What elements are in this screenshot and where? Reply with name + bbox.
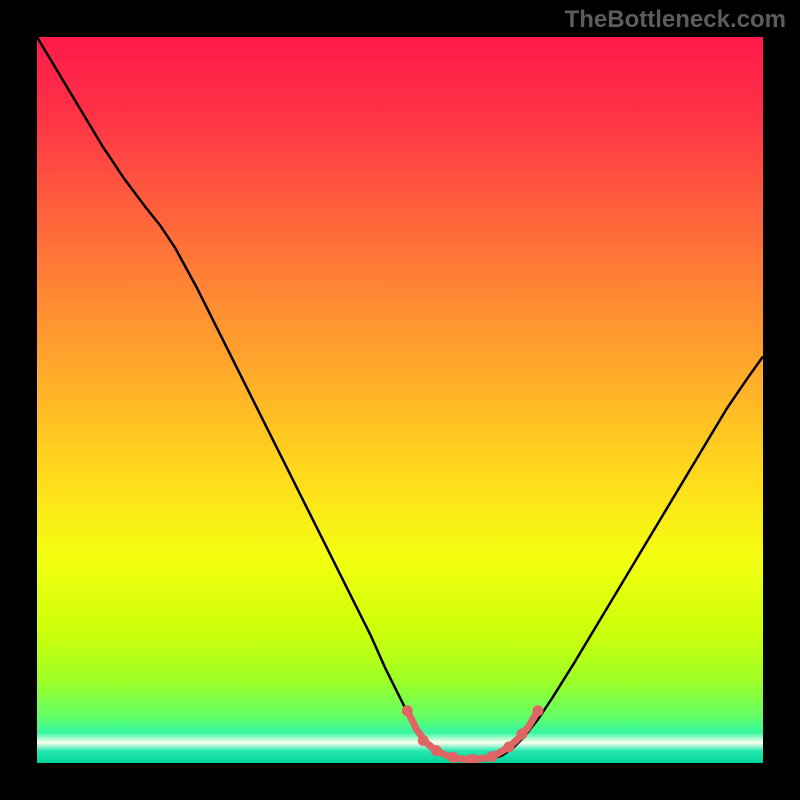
bottleneck-curve bbox=[37, 37, 763, 762]
plot-area bbox=[37, 37, 763, 763]
marker-dot bbox=[431, 745, 442, 756]
marker-dot bbox=[418, 735, 429, 746]
marker-dot bbox=[532, 705, 543, 716]
watermark-text: TheBottleneck.com bbox=[565, 6, 786, 34]
marker-dot bbox=[516, 728, 527, 739]
marker-dot bbox=[448, 752, 459, 763]
marker-dot bbox=[467, 754, 478, 763]
chart-stage: TheBottleneck.com bbox=[0, 0, 800, 800]
marker-dot bbox=[402, 705, 413, 716]
marker-dot bbox=[503, 742, 514, 753]
marker-dot bbox=[487, 751, 498, 762]
chart-svg bbox=[37, 37, 763, 763]
